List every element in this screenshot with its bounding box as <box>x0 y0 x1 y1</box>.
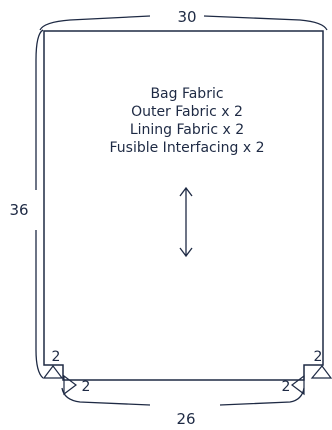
bottom-width-label: 26 <box>176 410 195 428</box>
top-dimension-line-left <box>39 15 151 31</box>
height-label: 36 <box>9 201 28 219</box>
interfacing-label: Fusible Interfacing x 2 <box>110 140 265 156</box>
bottom-dimension-line-left <box>61 387 151 406</box>
left-dart-triangle-top <box>42 365 64 379</box>
right-dart-vertical-label: 2 <box>314 349 323 365</box>
right-dart-triangle-side <box>291 374 305 396</box>
bottom-dimension-line-right <box>219 387 305 406</box>
right-dart-triangle-top <box>310 365 332 379</box>
piece-title-label: Bag Fabric <box>150 86 223 102</box>
top-width-label: 30 <box>177 8 196 26</box>
left-dimension-line-top <box>35 29 44 190</box>
left-dart-triangle-side <box>63 374 77 396</box>
outer-fabric-label: Outer Fabric x 2 <box>131 104 243 120</box>
grainline-arrow <box>179 186 193 258</box>
left-dimension-line-bottom <box>35 230 44 379</box>
lining-fabric-label: Lining Fabric x 2 <box>130 122 244 138</box>
pattern-outline <box>43 30 324 381</box>
left-dart-horizontal-label: 2 <box>82 379 91 395</box>
right-dart-horizontal-label: 2 <box>282 379 291 395</box>
top-dimension-line-right <box>203 15 328 31</box>
left-dart-vertical-label: 2 <box>52 349 61 365</box>
